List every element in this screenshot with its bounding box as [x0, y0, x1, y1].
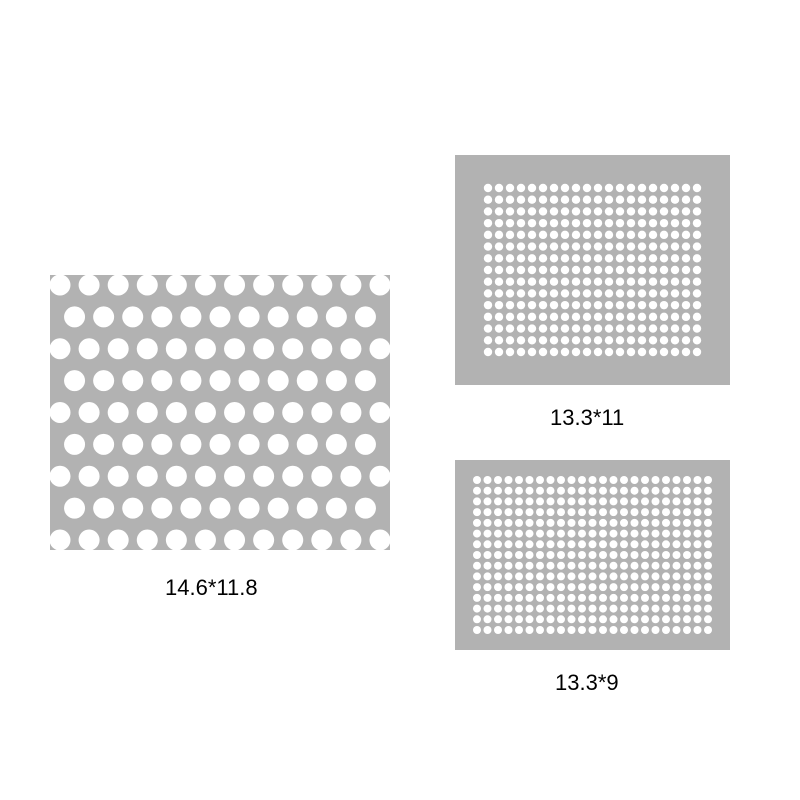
stencil-panel-bottom-right-label: 13.3*9 [555, 670, 619, 696]
stencil-panel-left [50, 275, 390, 550]
stencil-panel-bottom-right [455, 460, 730, 650]
stencil-panel-top-right-label: 13.3*11 [550, 405, 624, 431]
figure-canvas: 14.6*11.8 13.3*11 13.3*9 [0, 0, 800, 800]
stencil-panel-top-right [455, 155, 730, 385]
stencil-panel-left-label: 14.6*11.8 [165, 575, 258, 601]
